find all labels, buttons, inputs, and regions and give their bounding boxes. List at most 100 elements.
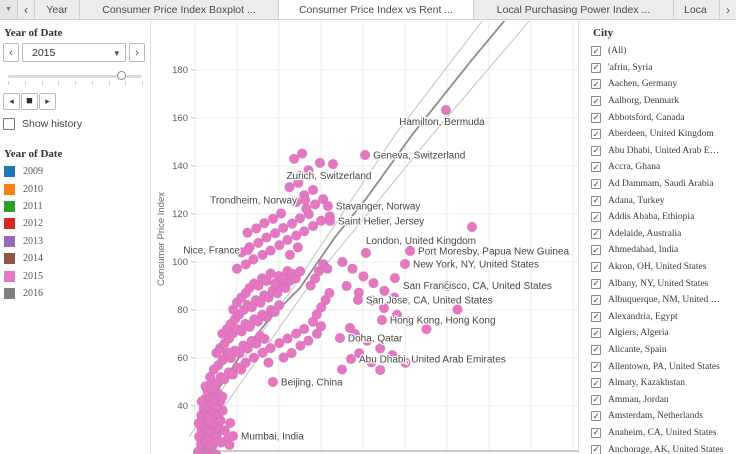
city-checkbox[interactable]: ✓ bbox=[591, 161, 601, 173]
city-checkbox[interactable]: ✓ bbox=[591, 427, 601, 438]
scatter-point[interactable] bbox=[253, 237, 264, 248]
scatter-point-labeled[interactable] bbox=[352, 294, 364, 306]
scatter-point[interactable] bbox=[244, 321, 255, 332]
city-checkbox[interactable]: ✓ bbox=[591, 178, 601, 190]
scatter-point[interactable] bbox=[307, 184, 319, 196]
city-item[interactable]: ✓ Abbotsford, Canada bbox=[579, 109, 736, 126]
sheet-menu-button[interactable]: ▼ bbox=[0, 0, 18, 19]
city-checkbox[interactable]: ✓ bbox=[591, 327, 601, 339]
city-item[interactable]: ✓ Alicante, Spain bbox=[579, 342, 736, 359]
city-checkbox[interactable]: ✓ bbox=[591, 311, 601, 322]
scatter-point[interactable] bbox=[219, 425, 230, 436]
scatter-point[interactable] bbox=[270, 228, 281, 239]
city-item[interactable]: ✓ Albany, NY, United States bbox=[579, 275, 736, 292]
stop-button[interactable]: ■ bbox=[21, 93, 38, 110]
scatter-point-labeled[interactable] bbox=[440, 104, 452, 116]
city-checkbox[interactable]: ✓ bbox=[591, 244, 601, 256]
year-slider[interactable] bbox=[5, 70, 145, 86]
scatter-point[interactable] bbox=[278, 352, 289, 363]
scatter-point[interactable] bbox=[316, 302, 327, 313]
city-item[interactable]: ✓ Anaheim, CA, United States bbox=[579, 425, 736, 442]
scatter-point-labeled[interactable] bbox=[299, 194, 311, 206]
scatter-point[interactable] bbox=[362, 335, 373, 346]
city-item[interactable]: ✓ (All) bbox=[579, 43, 736, 60]
city-checkbox[interactable]: ✓ bbox=[591, 394, 601, 405]
scatter-point[interactable] bbox=[295, 170, 306, 181]
scatter-point[interactable] bbox=[400, 357, 411, 368]
scatter-point[interactable] bbox=[303, 335, 314, 346]
scatter-point-labeled[interactable] bbox=[334, 332, 345, 344]
legend-entry-2010[interactable]: 2010 bbox=[0, 180, 150, 197]
scatter-point[interactable] bbox=[261, 232, 272, 243]
scatter-point[interactable] bbox=[291, 328, 302, 339]
scatter-point[interactable] bbox=[292, 242, 303, 253]
scatter-point[interactable] bbox=[341, 280, 352, 292]
city-item[interactable]: ✓ Algiers, Algeria bbox=[579, 325, 736, 342]
scatter-point[interactable] bbox=[442, 280, 453, 292]
city-item[interactable]: ✓ Abu Dhabi, United Arab E… bbox=[579, 143, 736, 160]
city-checkbox[interactable]: ✓ bbox=[591, 228, 601, 239]
city-item[interactable]: ✓ Addis Ababa, Ethiopia bbox=[579, 209, 736, 226]
city-item[interactable]: ✓ Ahmedabad, India bbox=[579, 242, 736, 259]
city-item[interactable]: ✓ Ad Dammam, Saudi Arabia bbox=[579, 176, 736, 193]
legend-entry-2011[interactable]: 2011 bbox=[0, 198, 150, 215]
scatter-point-labeled[interactable] bbox=[404, 245, 416, 257]
city-item[interactable]: ✓ Aachen, Germany bbox=[579, 76, 736, 93]
city-item[interactable]: ✓ Amsterdam, Netherlands bbox=[579, 408, 736, 425]
scatter-point[interactable] bbox=[268, 213, 279, 224]
scatter-point[interactable] bbox=[257, 347, 268, 358]
slider-track[interactable] bbox=[8, 75, 142, 78]
scatter-point[interactable] bbox=[301, 203, 312, 214]
scatter-point[interactable] bbox=[336, 364, 348, 375]
city-checkbox[interactable]: ✓ bbox=[591, 294, 601, 306]
scatter-point-labeled[interactable] bbox=[267, 376, 279, 388]
scatter-point[interactable] bbox=[291, 230, 302, 241]
scatter-point[interactable] bbox=[347, 263, 358, 274]
scatter-point[interactable] bbox=[295, 266, 306, 277]
city-item[interactable]: ✓ Albuquerque, NM, United … bbox=[579, 292, 736, 309]
scatter-point[interactable] bbox=[404, 316, 415, 327]
scatter-point-labeled[interactable] bbox=[360, 149, 371, 161]
city-checkbox[interactable]: ✓ bbox=[591, 78, 601, 90]
scatter-point[interactable] bbox=[259, 333, 270, 344]
scatter-point-labeled[interactable] bbox=[227, 430, 239, 442]
scatter-point[interactable] bbox=[318, 194, 329, 205]
year-prev-button[interactable]: ‹ bbox=[3, 43, 19, 62]
city-item[interactable]: ✓ Alexandria, Egypt bbox=[579, 309, 736, 326]
scatter-point[interactable] bbox=[265, 268, 276, 279]
city-checkbox[interactable]: ✓ bbox=[591, 261, 601, 273]
city-checkbox[interactable]: ✓ bbox=[591, 62, 601, 73]
scatter-point[interactable] bbox=[307, 220, 319, 232]
scatter-point[interactable] bbox=[242, 227, 253, 238]
scatter-point-labeled[interactable] bbox=[327, 158, 339, 170]
city-checkbox[interactable]: ✓ bbox=[591, 211, 601, 223]
city-item[interactable]: ✓ Amman, Jordan bbox=[579, 391, 736, 408]
legend-entry-2016[interactable]: 2016 bbox=[0, 285, 150, 302]
city-checkbox[interactable]: ✓ bbox=[591, 344, 601, 355]
scatter-point[interactable] bbox=[274, 240, 285, 251]
city-checkbox[interactable]: ✓ bbox=[591, 128, 601, 140]
scatter-point[interactable] bbox=[299, 226, 310, 237]
scatter-point[interactable] bbox=[193, 418, 204, 429]
scatter-point-labeled[interactable] bbox=[242, 244, 254, 256]
tab-consumer-price-index-boxplot[interactable]: Consumer Price Index Boxplot ... bbox=[80, 0, 279, 19]
city-item[interactable]: ✓ Aberdeen, United Kingdom bbox=[579, 126, 736, 143]
scatter-point[interactable] bbox=[251, 223, 262, 234]
city-checkbox[interactable]: ✓ bbox=[591, 145, 601, 156]
step-back-button[interactable]: ◂ bbox=[3, 93, 20, 110]
scatter-point[interactable] bbox=[315, 321, 327, 332]
city-checkbox[interactable]: ✓ bbox=[591, 195, 601, 206]
scatter-point[interactable] bbox=[299, 323, 310, 335]
scatter-point[interactable] bbox=[282, 333, 293, 344]
tabs-scroll-left-button[interactable]: ‹ bbox=[18, 0, 35, 19]
scatter-point-labeled[interactable] bbox=[360, 247, 372, 258]
city-checkbox[interactable]: ✓ bbox=[591, 112, 601, 123]
scatter-point[interactable] bbox=[366, 357, 377, 368]
scatter-point[interactable] bbox=[375, 364, 386, 376]
scatter-point[interactable] bbox=[248, 254, 259, 265]
scatter-point[interactable] bbox=[274, 338, 285, 349]
scatter-point[interactable] bbox=[284, 249, 296, 260]
scatter-point[interactable] bbox=[387, 350, 398, 361]
scatter-point[interactable] bbox=[295, 340, 306, 351]
tab-loca[interactable]: Loca bbox=[684, 3, 707, 16]
